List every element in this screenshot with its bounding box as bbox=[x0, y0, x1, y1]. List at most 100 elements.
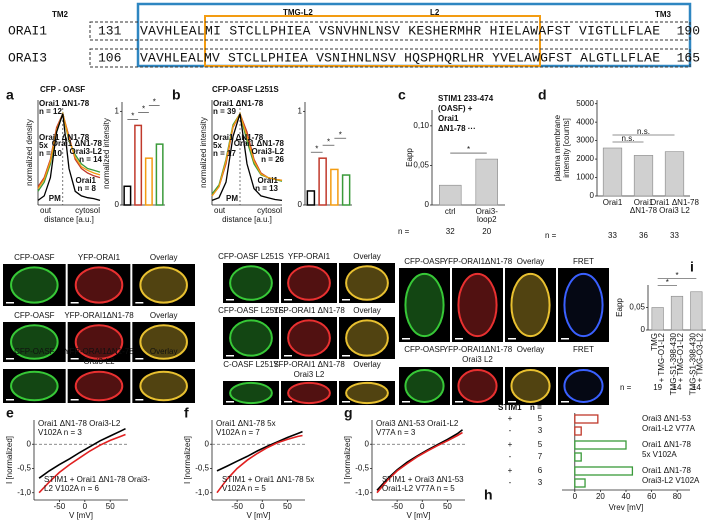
image-label: YFP-ORAI1 ΔN1-78 bbox=[273, 306, 345, 315]
x-tick-label: loop2 bbox=[477, 215, 497, 224]
y-axis-label: intensity [counts] bbox=[562, 118, 571, 178]
scale-bar bbox=[284, 355, 292, 357]
bar bbox=[690, 291, 703, 331]
micrograph bbox=[339, 317, 395, 359]
image-label: CFP-OASF bbox=[404, 345, 445, 354]
x-tick-label: 0 bbox=[260, 502, 265, 511]
cell bbox=[10, 324, 59, 360]
y-axis-label: I [normalized] bbox=[183, 436, 192, 484]
image-label: YFP-ORAI1 bbox=[288, 252, 331, 261]
image-label: Overlay bbox=[353, 252, 381, 261]
sig-label: n.s. bbox=[622, 134, 635, 143]
x-tick-label: 40 bbox=[622, 492, 631, 501]
iv-curve bbox=[376, 431, 463, 494]
image-label: YFP-ORAI1 ΔN1-78 bbox=[273, 360, 345, 369]
cell bbox=[345, 265, 389, 301]
series-label: STIM1 + Orai1 ΔN1-78 5x bbox=[222, 475, 314, 484]
n-value: 20 bbox=[482, 227, 491, 236]
x-tick-label: 0 bbox=[83, 502, 88, 511]
y-tick-label: 0,05 bbox=[413, 161, 429, 170]
micrograph bbox=[281, 317, 337, 359]
series-label: STIM1 + Orai1 ΔN1-78 Orai3- bbox=[44, 475, 150, 484]
micrograph bbox=[132, 369, 195, 403]
micrograph bbox=[505, 268, 556, 342]
x-tick-label: Orai1 ΔN1-78 bbox=[650, 198, 699, 207]
micrograph bbox=[132, 264, 195, 306]
cell bbox=[287, 319, 331, 357]
micrograph bbox=[223, 317, 279, 359]
micrograph bbox=[67, 369, 131, 403]
y-tick-label: 5000 bbox=[576, 99, 594, 108]
micrograph bbox=[67, 264, 131, 306]
panel-letter: g bbox=[344, 405, 353, 421]
n-value: 14 bbox=[673, 383, 682, 392]
sequence: VAVHLEALMV STCLLPHIEA VSNIHNLNSV HQSPHQR… bbox=[140, 50, 660, 65]
bar bbox=[574, 414, 599, 424]
y-tick-label: 2000 bbox=[576, 154, 594, 163]
cell bbox=[139, 370, 188, 402]
sig-label: * bbox=[153, 98, 156, 107]
legend-n: n = 10 bbox=[39, 149, 62, 158]
cell bbox=[404, 369, 445, 403]
legend-n: n = 26 bbox=[261, 155, 284, 164]
header: STIM1 bbox=[498, 403, 522, 412]
cell bbox=[229, 319, 273, 357]
scale-bar bbox=[135, 399, 144, 401]
x-tick-label: 0 bbox=[420, 502, 425, 511]
y-axis-label: Eapp bbox=[615, 298, 624, 317]
image-label: FRET bbox=[573, 345, 594, 354]
legend-label: Orai3-L2 bbox=[70, 147, 103, 156]
seq-end: 165 bbox=[677, 50, 700, 65]
x-axis-label: distance [a.u.] bbox=[44, 215, 94, 224]
micrograph bbox=[223, 263, 279, 303]
seq-name: ORAI3 bbox=[8, 50, 47, 65]
scale-bar bbox=[342, 299, 350, 301]
x-axis-label: Vrev [mV] bbox=[609, 503, 644, 512]
y-tick-label: -1,0 bbox=[195, 488, 209, 497]
n-value: 33 bbox=[608, 231, 617, 240]
sig-label: * bbox=[327, 137, 330, 146]
scale-bar bbox=[226, 355, 234, 357]
n-value: 5 bbox=[538, 414, 543, 423]
scale-bar bbox=[402, 338, 410, 340]
bar bbox=[602, 147, 623, 197]
micrograph bbox=[452, 268, 503, 342]
cell bbox=[510, 369, 551, 403]
x-tick-label: 0 bbox=[573, 492, 578, 501]
scale-bar bbox=[226, 299, 234, 301]
image-label: CFP-OASF bbox=[404, 257, 445, 266]
pm-label: PM bbox=[49, 194, 61, 203]
scale-bar bbox=[284, 401, 292, 403]
x-tick-label: 60 bbox=[647, 492, 656, 501]
cell bbox=[510, 272, 551, 338]
stim-label: + bbox=[508, 466, 513, 475]
legend-n: n = 14 bbox=[79, 155, 102, 164]
scale-bar bbox=[70, 358, 79, 360]
panel-title: (OASF) + bbox=[438, 104, 473, 113]
stim-label: - bbox=[509, 478, 512, 487]
cell bbox=[139, 324, 188, 360]
panel-letter: a bbox=[6, 87, 14, 103]
panel-letter: h bbox=[484, 487, 493, 503]
y-tick-label: -1,0 bbox=[355, 488, 369, 497]
l2-box bbox=[204, 15, 541, 67]
group-label: Orai1 ΔN1-78 bbox=[642, 440, 691, 449]
x-axis-label: V [mV] bbox=[69, 511, 93, 520]
n-value: 33 bbox=[670, 231, 679, 240]
x-tick-label: 80 bbox=[673, 492, 682, 501]
series-label: Orai1 ΔN1-78 5x bbox=[216, 419, 276, 428]
series-label: V77A n = 3 bbox=[376, 428, 416, 437]
x-tick-label: Orai3- bbox=[476, 207, 499, 216]
scale-bar bbox=[561, 401, 569, 403]
sig-label: * bbox=[467, 145, 470, 154]
y-axis-label: normalized intensity bbox=[102, 118, 111, 189]
scale-bar bbox=[342, 355, 350, 357]
legend-label: Orai1 ΔN1-78 bbox=[234, 139, 285, 148]
y-axis-label: I [normalized] bbox=[5, 436, 14, 484]
bar bbox=[134, 124, 143, 206]
cell bbox=[229, 381, 273, 405]
bar bbox=[574, 440, 627, 450]
x-tick-label: 50 bbox=[106, 502, 115, 511]
iv-curve bbox=[216, 434, 303, 494]
n-value: 36 bbox=[639, 231, 648, 240]
